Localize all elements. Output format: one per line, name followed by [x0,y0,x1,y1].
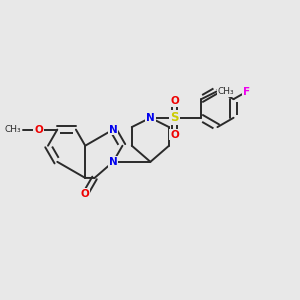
Text: CH₃: CH₃ [5,125,21,134]
Text: N: N [146,113,155,123]
Text: O: O [81,189,90,199]
Text: N: N [109,124,118,135]
Text: S: S [170,111,179,124]
Text: N: N [109,157,118,167]
Text: O: O [170,130,179,140]
Text: O: O [170,96,179,106]
Text: F: F [243,87,250,97]
Text: CH₃: CH₃ [217,87,234,96]
Text: O: O [34,124,43,135]
